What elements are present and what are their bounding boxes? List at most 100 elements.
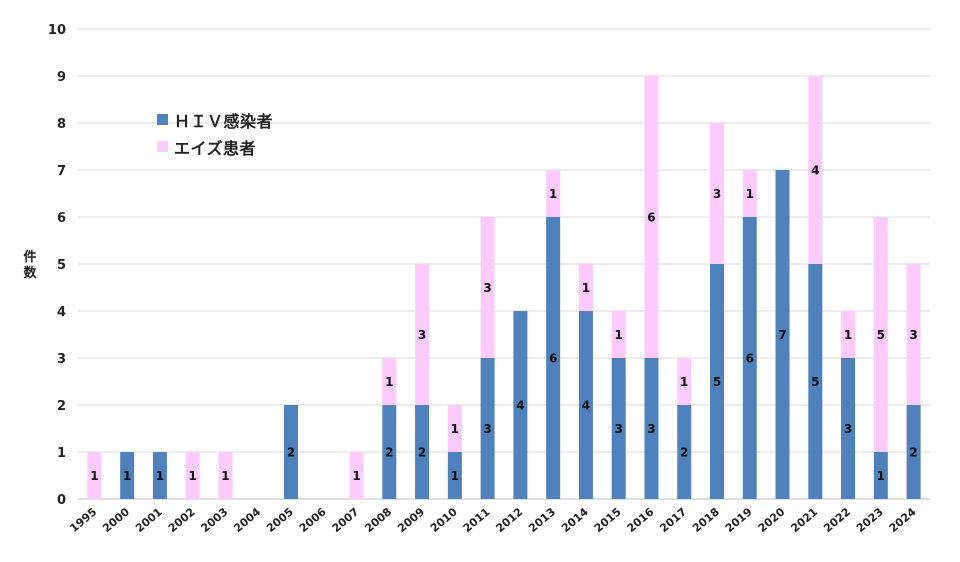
data-label: 1 bbox=[451, 469, 459, 483]
bar-segment-aids bbox=[578, 264, 593, 311]
data-label: 3 bbox=[647, 422, 655, 436]
bar-segment-hiv bbox=[775, 170, 790, 499]
x-tick-label: 2000 bbox=[100, 505, 132, 535]
data-label: 1 bbox=[844, 328, 852, 342]
y-tick-label: 10 bbox=[48, 23, 66, 38]
data-label: 7 bbox=[778, 328, 786, 342]
data-label: 4 bbox=[582, 399, 590, 413]
data-label: 3 bbox=[418, 328, 426, 342]
x-tick-label: 2017 bbox=[657, 505, 689, 535]
legend-item-hiv: ＨＩＶ感染者 bbox=[157, 106, 273, 133]
bar-segment-aids bbox=[415, 264, 430, 405]
x-tick-label: 2002 bbox=[166, 505, 198, 535]
bar-segment-aids bbox=[480, 217, 495, 358]
data-label: 1 bbox=[90, 469, 98, 483]
legend-label-aids: エイズ患者 bbox=[174, 138, 257, 158]
bar-segment-hiv bbox=[644, 358, 659, 499]
x-tick-label: 2004 bbox=[231, 505, 263, 535]
bar-segment-aids bbox=[447, 405, 462, 452]
x-tick-label: 2007 bbox=[330, 505, 362, 535]
legend-swatch-aids bbox=[157, 141, 168, 152]
x-tick-labels: 1995 2000 2001 2002 2003 2004 2005 2006 2007 2008… bbox=[67, 505, 918, 535]
data-label: 4 bbox=[811, 164, 819, 178]
data-label: 1 bbox=[451, 422, 459, 436]
data-label: 4 bbox=[516, 399, 524, 413]
data-label: 2 bbox=[418, 446, 426, 460]
bar-segment-aids bbox=[742, 170, 757, 217]
data-label: 3 bbox=[713, 187, 721, 201]
bar-segment-hiv bbox=[447, 452, 462, 499]
bar-segment-hiv bbox=[415, 405, 430, 499]
data-label: 2 bbox=[909, 446, 917, 460]
x-tick-label: 2009 bbox=[395, 505, 427, 535]
x-tick-label: 2011 bbox=[461, 505, 493, 535]
y-tick-label: 2 bbox=[57, 399, 66, 414]
data-label: 5 bbox=[713, 375, 721, 389]
data-label: 1 bbox=[385, 375, 393, 389]
y-tick-label: 1 bbox=[57, 446, 66, 461]
bar-segment-aids bbox=[677, 358, 692, 405]
x-tick-label: 2003 bbox=[199, 505, 231, 535]
data-label: 5 bbox=[811, 375, 819, 389]
bar-segment-hiv bbox=[873, 452, 888, 499]
x-tick-label: 2023 bbox=[854, 505, 886, 535]
bar-segment-hiv bbox=[841, 358, 856, 499]
data-label: 6 bbox=[647, 211, 655, 225]
data-label: 3 bbox=[615, 422, 623, 436]
bar-segment-aids bbox=[87, 452, 102, 499]
data-label: 1 bbox=[352, 469, 360, 483]
x-tick-label: 2021 bbox=[788, 505, 820, 535]
bar-segment-hiv bbox=[578, 311, 593, 499]
data-label: 1 bbox=[549, 187, 557, 201]
data-label: 3 bbox=[483, 422, 491, 436]
x-tick-label: 2001 bbox=[133, 505, 165, 535]
data-label: 5 bbox=[877, 328, 885, 342]
x-tick-label: 2010 bbox=[428, 505, 460, 535]
bar-segment-hiv bbox=[546, 217, 561, 499]
bar-segment-aids bbox=[218, 452, 233, 499]
legend: ＨＩＶ感染者 エイズ患者 bbox=[157, 106, 273, 160]
y-tick-label: 9 bbox=[57, 70, 66, 85]
bar-segment-aids bbox=[644, 76, 659, 358]
bar-segment-aids bbox=[382, 358, 397, 405]
x-tick-label: 2020 bbox=[756, 505, 788, 535]
bar-segment-hiv bbox=[480, 358, 495, 499]
data-label: 3 bbox=[483, 281, 491, 295]
data-label: 3 bbox=[844, 422, 852, 436]
data-label: 3 bbox=[909, 328, 917, 342]
x-tick-label: 2019 bbox=[723, 505, 755, 535]
bar-segment-aids bbox=[906, 264, 921, 405]
x-tick-label: 2008 bbox=[362, 505, 394, 535]
x-tick-label: 2015 bbox=[592, 505, 624, 535]
data-label: 2 bbox=[680, 446, 688, 460]
bar-segment-aids bbox=[185, 452, 200, 499]
x-tick-label: 2018 bbox=[690, 505, 722, 535]
x-tick-label: 2013 bbox=[526, 505, 558, 535]
x-tick-label: 1995 bbox=[67, 505, 99, 535]
y-tick-label: 6 bbox=[57, 211, 66, 226]
bar-segment-aids bbox=[546, 170, 561, 217]
bar-segment-hiv bbox=[152, 452, 167, 499]
data-label: 1 bbox=[156, 469, 164, 483]
bar-segment-hiv bbox=[513, 311, 528, 499]
x-tick-label: 2014 bbox=[559, 505, 591, 535]
bar-segment-aids bbox=[873, 217, 888, 452]
bar-segment-aids bbox=[710, 123, 724, 264]
gridlines bbox=[78, 28, 930, 500]
data-label: 1 bbox=[221, 469, 229, 483]
data-label: 1 bbox=[189, 469, 197, 483]
legend-item-aids: エイズ患者 bbox=[157, 133, 273, 160]
data-label: 1 bbox=[615, 328, 623, 342]
x-tick-label: 2006 bbox=[297, 505, 329, 535]
x-tick-label: 2024 bbox=[887, 505, 919, 535]
bar-segment-aids bbox=[808, 76, 823, 264]
bar-segment-aids bbox=[349, 452, 364, 499]
data-label: 1 bbox=[123, 469, 131, 483]
bar-segment-hiv bbox=[906, 405, 921, 499]
bar-segment-hiv bbox=[742, 217, 757, 499]
bar-segment-hiv bbox=[284, 405, 298, 499]
y-tick-labels: 0 1 2 3 4 5 6 7 8 9 10 bbox=[48, 23, 66, 508]
legend-label-hiv: ＨＩＶ感染者 bbox=[174, 111, 274, 131]
bar-segment-hiv bbox=[677, 405, 692, 499]
